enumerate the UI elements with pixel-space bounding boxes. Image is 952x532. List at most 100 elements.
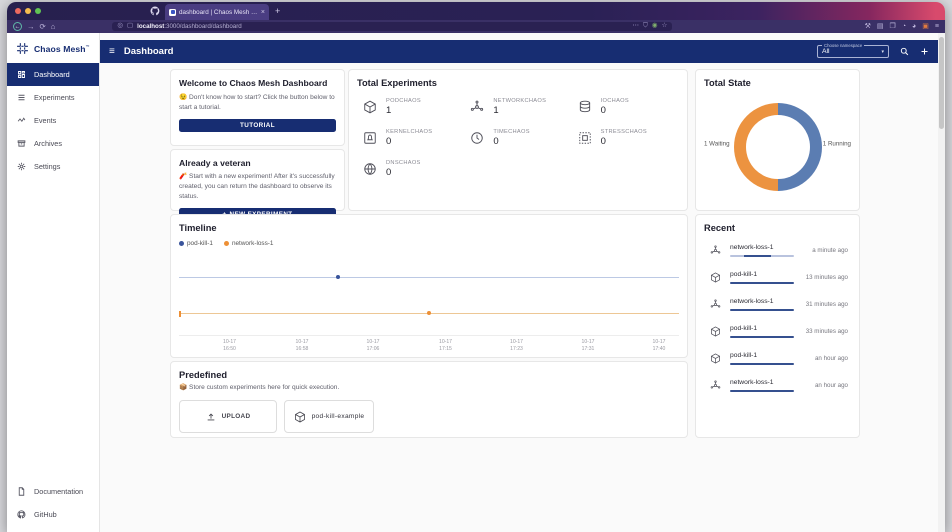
timeline-chart[interactable]	[179, 251, 679, 335]
dashboard-icon	[18, 71, 25, 78]
namespace-select[interactable]: Choose namespace All ▾	[817, 43, 889, 58]
sidebar-item-dashboard[interactable]: Dashboard	[7, 63, 99, 86]
cube-icon	[364, 100, 376, 114]
sidebar-item-settings[interactable]: Settings	[7, 155, 99, 178]
page-content: Chaos Mesh™ Dashboard Experiments Events…	[7, 33, 945, 532]
account-icon[interactable]: ◔	[901, 23, 907, 30]
donut-label-waiting: 1 Waiting	[704, 140, 730, 148]
menu-toggle-icon[interactable]: ≡	[109, 45, 115, 57]
welcome-title: Welcome to Chaos Mesh Dashboard	[179, 78, 328, 88]
page-info-icon[interactable]: ▢	[127, 22, 134, 30]
sidebar-item-events[interactable]: Events	[7, 109, 99, 132]
axis-tick: 10-17 17:23	[509, 339, 524, 353]
url-path: :3000/dashboard/dashboard	[164, 23, 242, 30]
total-experiments-title: Total Experiments	[357, 78, 437, 88]
axis-tick: 10-17 16:50	[222, 339, 237, 353]
quick-create-button[interactable]	[920, 47, 929, 56]
url-text[interactable]: localhost:3000/dashboard/dashboard	[137, 23, 628, 30]
timeline-point-pod-kill[interactable]	[335, 275, 340, 279]
zoom-window-button[interactable]	[35, 8, 41, 14]
donut-ring[interactable]	[733, 103, 822, 192]
recent-item[interactable]: pod-kill-1 33 minutes ago	[704, 325, 851, 338]
timeline-point-network-loss-start[interactable]	[179, 310, 181, 317]
axis-tick: 10-17 17:06	[366, 339, 380, 353]
total-experiments-card: Total Experiments PODCHAOS 1 NETWORKCHAOS…	[348, 69, 688, 211]
back-button[interactable]: ←	[13, 22, 22, 31]
sidebar-item-documentation[interactable]: Documentation	[7, 480, 99, 503]
github-pinned-icon[interactable]	[150, 6, 160, 16]
library-icon[interactable]: ▤	[876, 23, 884, 30]
reload-button[interactable]: ⟳	[39, 21, 46, 31]
axis-tick: 10-17 17:40	[652, 339, 666, 353]
welcome-body: 😉 Don't know how to start? Click the but…	[179, 94, 335, 112]
tracking-protection-icon[interactable]: ◎	[117, 22, 123, 30]
tutorial-button[interactable]: TUTORIAL	[179, 119, 336, 133]
url-host: localhost	[137, 23, 165, 30]
recent-card: Recent network-loss-1 a minute ago pod-k…	[695, 214, 860, 438]
minimize-window-button[interactable]	[25, 8, 31, 14]
search-button[interactable]	[900, 47, 909, 56]
container-extension-icon[interactable]: ▣	[922, 23, 929, 30]
devtools-icon[interactable]: ⚒	[864, 23, 871, 30]
recent-list: network-loss-1 a minute ago pod-kill-1 1…	[704, 244, 851, 392]
recent-item[interactable]: network-loss-1 an hour ago	[704, 379, 851, 392]
timeline-title: Timeline	[179, 223, 217, 233]
progress-bar	[730, 389, 794, 392]
axis-tick: 10-17 16:58	[295, 339, 309, 353]
stat-kernelchaos: KERNELCHAOS 0	[357, 129, 464, 147]
recent-item[interactable]: network-loss-1 31 minutes ago	[704, 298, 851, 311]
network-icon	[710, 245, 721, 254]
chevron-down-icon: ▾	[881, 48, 884, 55]
experiments-grid: PODCHAOS 1 NETWORKCHAOS 1 IOCHAOS 0	[357, 98, 679, 178]
scrollbar-thumb[interactable]	[939, 37, 944, 129]
stat-dnschaos: DNSCHAOS 0	[357, 160, 464, 178]
chaos-mesh-logo-icon	[17, 43, 28, 54]
recent-item[interactable]: pod-kill-1 an hour ago	[704, 352, 851, 365]
tab-title: dashboard | Chaos Mesh Dash	[179, 8, 258, 16]
recent-title: Recent	[704, 223, 736, 233]
page-actions-icon[interactable]: ⋯	[632, 22, 639, 30]
clock-icon	[471, 132, 484, 144]
toolbar-extensions: ⚒ ▤ ❐ ◔ ◕ ▣ ≡	[865, 23, 939, 30]
new-tab-button[interactable]: +	[275, 6, 281, 16]
sidebar-item-archives[interactable]: Archives	[7, 132, 99, 155]
sync-icon[interactable]: ◕	[912, 23, 917, 30]
upload-icon	[207, 413, 214, 421]
network-icon	[710, 380, 721, 389]
sidebar-item-experiments[interactable]: Experiments	[7, 86, 99, 109]
timeline-series-pod-kill	[179, 277, 679, 278]
stat-stresschaos: STRESSCHAOS 0	[572, 129, 679, 147]
recent-item[interactable]: pod-kill-1 13 minutes ago	[704, 271, 851, 284]
predefined-card: Predefined 📦 Store custom experiments he…	[170, 361, 688, 438]
browser-toolbar: ← → ⟳ ⌂ ◎ ▢ localhost:3000/dashboard/das…	[7, 20, 945, 33]
bookmark-star-icon[interactable]: ☆	[661, 22, 668, 30]
timeline-point-network-loss[interactable]	[426, 311, 431, 315]
window-controls[interactable]	[15, 8, 41, 14]
network-icon	[710, 299, 721, 308]
extension-badge-icon[interactable]: ◉	[651, 22, 658, 30]
legend-dot-orange	[223, 241, 229, 246]
cube-icon	[711, 272, 720, 283]
page-scrollbar[interactable]	[938, 33, 945, 532]
page-title: Dashboard	[123, 46, 174, 57]
tab-favicon	[169, 8, 176, 16]
url-bar[interactable]: ◎ ▢ localhost:3000/dashboard/dashboard ⋯…	[112, 22, 673, 31]
document-icon	[18, 487, 25, 496]
close-window-button[interactable]	[15, 8, 21, 14]
stat-timechaos: TIMECHAOS 0	[464, 129, 571, 147]
progress-bar	[730, 308, 794, 311]
shield-icon[interactable]: ⛉	[642, 22, 648, 30]
state-donut-chart: 1 Waiting 1 Running	[704, 88, 851, 200]
recent-item[interactable]: network-loss-1 a minute ago	[704, 244, 851, 257]
menu-icon[interactable]: ≡	[934, 23, 939, 30]
progress-bar	[730, 335, 794, 338]
stat-networkchaos: NETWORKCHAOS 1	[464, 98, 571, 116]
predefined-experiment-pod-kill-example[interactable]: pod-kill-example	[284, 400, 374, 434]
home-button[interactable]: ⌂	[50, 21, 56, 31]
browser-tab[interactable]: dashboard | Chaos Mesh Dash ×	[165, 4, 269, 20]
upload-button[interactable]: UPLOAD	[179, 400, 277, 434]
tab-close-icon[interactable]: ×	[260, 8, 265, 16]
forward-button[interactable]: →	[27, 21, 35, 31]
sidebar-item-github[interactable]: GitHub	[7, 503, 99, 526]
sidebars-icon[interactable]: ❐	[889, 23, 896, 30]
